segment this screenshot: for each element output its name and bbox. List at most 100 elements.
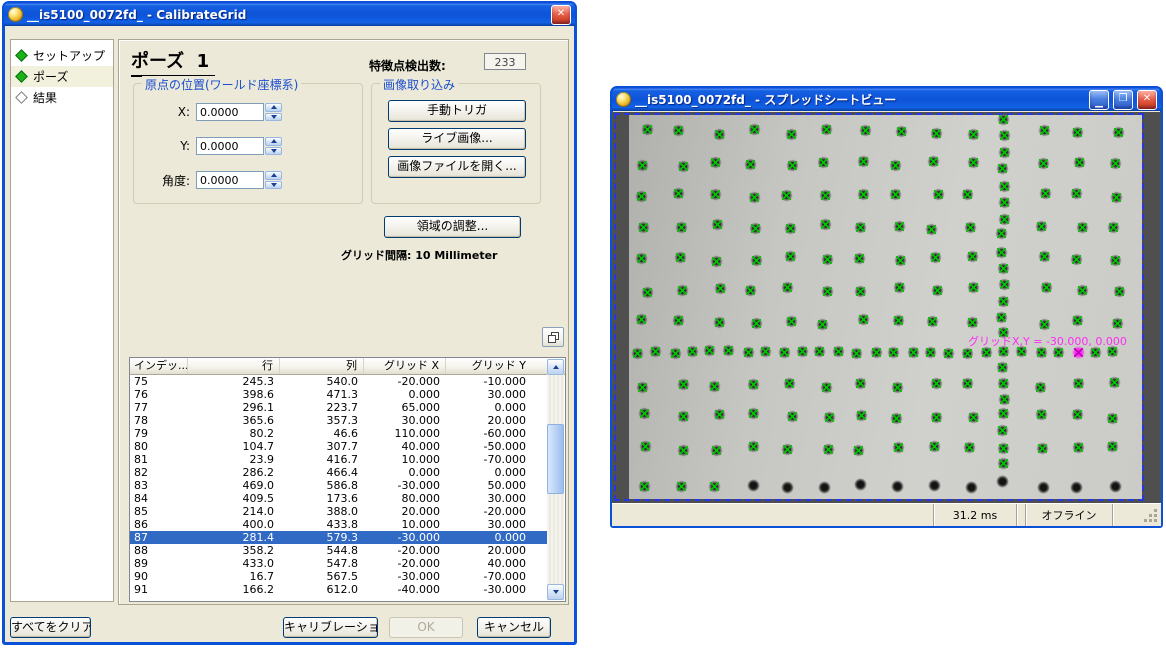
grid-dot <box>1035 346 1049 360</box>
table-cell: -60.000 <box>483 427 526 440</box>
table-row[interactable]: 84 409.5 173.6 80.000 30.000 <box>130 492 547 505</box>
grid-dot <box>857 313 871 327</box>
table-row[interactable]: 75 245.3 540.0 -20.000 -10.000 <box>130 375 547 388</box>
table-row[interactable]: 77 296.1 223.7 65.000 0.000 <box>130 401 547 414</box>
maximize-button[interactable]: ❐ <box>1113 89 1133 110</box>
spin-down-button[interactable] <box>265 180 282 189</box>
live-image-button[interactable]: ライブ画像... <box>388 128 526 150</box>
close-button[interactable]: ✕ <box>1137 89 1157 110</box>
table-cell: 91 <box>134 583 148 596</box>
close-button[interactable]: ✕ <box>551 4 571 25</box>
resize-grip[interactable] <box>1112 504 1161 526</box>
table-row[interactable]: 88 358.2 544.8 -20.000 20.000 <box>130 544 547 557</box>
spin-up-button[interactable] <box>265 103 282 112</box>
y-field[interactable] <box>196 137 264 155</box>
spin-up-button[interactable] <box>265 171 282 180</box>
grid-dot <box>870 345 884 359</box>
dialog-titlebar[interactable]: __is5100_0072fd_ - CalibrateGrid ✕ <box>4 3 575 26</box>
diamond-bullet-icon <box>15 49 28 62</box>
table-cell: 20.000 <box>487 414 527 427</box>
column-header[interactable]: インデッ... <box>130 358 188 374</box>
grid-dot <box>906 345 920 359</box>
grid-dot <box>1088 346 1102 360</box>
grid-dot <box>795 345 809 359</box>
table-row[interactable]: 89 433.0 547.8 -20.000 40.000 <box>130 557 547 570</box>
spin-down-button[interactable] <box>265 112 282 121</box>
sidebar-item-pose[interactable]: ポーズ <box>11 66 113 87</box>
column-header[interactable]: 列 <box>280 358 364 374</box>
x-field[interactable] <box>196 103 264 121</box>
grid-dot <box>1039 280 1053 294</box>
table-row[interactable]: 83 469.0 586.8 -30.000 50.000 <box>130 479 547 492</box>
spin-up-button[interactable] <box>265 137 282 146</box>
manual-trigger-button[interactable]: 手動トリガ <box>388 100 526 122</box>
table-scrollbar[interactable] <box>547 359 564 600</box>
column-header[interactable]: グリッド X <box>364 358 446 374</box>
close-icon: ✕ <box>1142 92 1152 104</box>
table-cell: 416.7 <box>326 453 359 466</box>
ok-button[interactable]: OK <box>389 617 463 638</box>
sidebar-item-setup[interactable]: セットアップ <box>11 45 113 66</box>
table-row[interactable]: 80 104.7 307.7 40.000 -50.000 <box>130 440 547 453</box>
table-row[interactable]: 86 400.0 433.8 10.000 30.000 <box>130 518 547 531</box>
copy-icon <box>547 331 559 343</box>
table-cell: 20.000 <box>401 505 441 518</box>
adjust-region-button[interactable]: 領域の調整... <box>384 216 521 238</box>
grid-dot <box>1109 254 1123 268</box>
grid-dot <box>820 285 834 299</box>
grid-dot <box>785 127 799 141</box>
table-cell: 586.8 <box>326 479 359 492</box>
grid-dot <box>997 393 1011 407</box>
table-cell: -20.000 <box>397 375 440 388</box>
scroll-up-button[interactable] <box>547 359 564 375</box>
table-row[interactable]: 79 80.2 46.6 110.000 -60.000 <box>130 427 547 440</box>
angle-field[interactable] <box>196 171 264 189</box>
grid-dot <box>713 282 727 296</box>
table-row[interactable]: 78 365.6 357.3 30.000 20.000 <box>130 414 547 427</box>
grid-dot <box>831 344 845 358</box>
grid-dot <box>819 217 833 231</box>
column-header[interactable]: グリッド Y <box>471 359 526 372</box>
grid-dot <box>786 158 800 172</box>
grid-dot <box>1070 480 1084 494</box>
table-row[interactable]: 85 214.0 388.0 20.000 -20.000 <box>130 505 547 518</box>
table-row[interactable]: 82 286.2 466.4 0.000 0.000 <box>130 466 547 479</box>
calibration-button[interactable]: キャリブレーション <box>283 617 378 638</box>
grid-dot <box>821 252 835 266</box>
grid-dot <box>1037 481 1051 495</box>
grid-dot <box>671 186 685 200</box>
clear-all-button[interactable]: すべてをクリア <box>10 617 91 638</box>
up-arrow-icon <box>270 139 277 144</box>
grid-dot <box>1108 376 1122 390</box>
grid-dot <box>995 310 1009 324</box>
grid-dot <box>785 410 799 424</box>
table-row[interactable]: 87 281.4 579.3 -30.000 0.000 <box>130 531 547 544</box>
sidebar-item-result[interactable]: 結果 <box>11 87 113 108</box>
scroll-down-button[interactable] <box>547 584 564 600</box>
minimize-button[interactable]: ▁ <box>1089 89 1109 110</box>
table-row[interactable]: 91 166.2 612.0 -40.000 -30.000 <box>130 583 547 596</box>
grid-dot <box>822 443 836 457</box>
window-titlebar[interactable]: __is5100_0072fd_ - スプレッドシートビュー ▁ ❐ ✕ <box>612 88 1161 111</box>
calibration-image[interactable]: グリッドX,Y = -30.000, 0.000 <box>629 115 1142 499</box>
table-row[interactable]: 90 16.7 567.5 -30.000 -70.000 <box>130 570 547 583</box>
column-header[interactable]: 行 <box>188 358 280 374</box>
open-image-file-button[interactable]: 画像ファイルを開く... <box>388 156 526 178</box>
grid-dot <box>1105 439 1119 453</box>
copy-button[interactable] <box>542 327 564 347</box>
spin-down-button[interactable] <box>265 146 282 155</box>
table-row[interactable]: 81 23.9 416.7 10.000 -70.000 <box>130 453 547 466</box>
cancel-button[interactable]: キャンセル <box>477 617 551 638</box>
diamond-bullet-icon <box>15 91 28 104</box>
table-cell: 0.000 <box>408 388 441 401</box>
grid-dot <box>927 439 941 453</box>
scrollbar-thumb[interactable] <box>547 424 564 494</box>
image-region-marquee[interactable]: グリッドX,Y = -30.000, 0.000 <box>614 113 1144 501</box>
minimize-icon: ▁ <box>1095 96 1103 108</box>
table-row[interactable]: 76 398.6 471.3 0.000 30.000 <box>130 388 547 401</box>
grid-dot <box>635 190 649 204</box>
table-cell: 365.6 <box>242 414 275 427</box>
grid-dot <box>819 380 833 394</box>
table-cell: 46.6 <box>333 427 359 440</box>
table-cell: 0.000 <box>494 401 527 414</box>
